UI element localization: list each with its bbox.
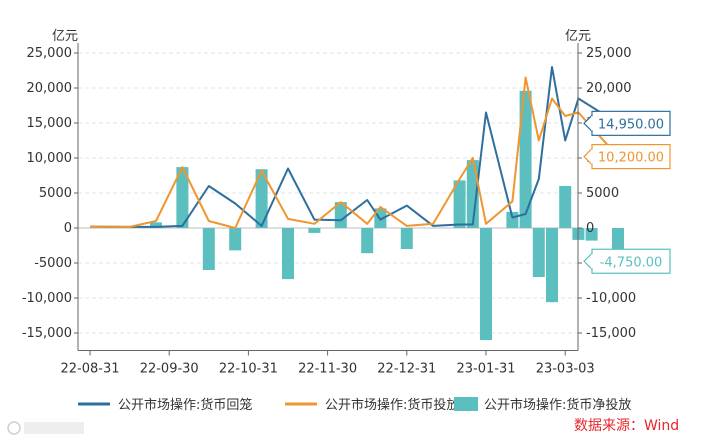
callout-box: [591, 144, 671, 170]
x-tick-label: 23-03-03: [536, 362, 595, 377]
x-tick-label: 22-10-31: [219, 362, 278, 377]
legend-item-injection[interactable]: 公开市场操作:货币投放: [285, 397, 459, 413]
legend-item-net[interactable]: 公开市场操作:货币净投放: [454, 397, 631, 413]
watermark-logo: [7, 421, 84, 435]
net-injection-bar: [361, 228, 374, 254]
callout-joint: [591, 149, 594, 164]
y-tick-label-left: 20,000: [27, 81, 73, 96]
net-injection-bar: [308, 228, 321, 233]
callout-joint: [591, 254, 594, 269]
y-tick-label-right: 20,000: [586, 81, 632, 96]
callout-value-label: 14,950.00: [598, 117, 664, 132]
y-tick-label-left: -5000: [34, 256, 72, 271]
callout-joint: [591, 116, 594, 131]
left-unit-label: 亿元: [52, 29, 78, 44]
y-tick-label-right: -15,000: [586, 326, 636, 341]
y-tick-label-left: -10,000: [22, 291, 72, 306]
y-tick-label-right: 0: [586, 221, 594, 236]
injection-series-line: [89, 76, 619, 229]
x-tick-label: 22-11-30: [298, 362, 357, 377]
callout-value-label: -4,750.00: [600, 255, 663, 270]
legend-label-injection: 公开市场操作:货币投放: [325, 397, 459, 413]
net-injection-bar: [255, 169, 268, 228]
y-tick-label-left: 10,000: [27, 151, 73, 166]
callout-box: [591, 248, 671, 274]
y-tick-label-left: -15,000: [22, 326, 72, 341]
net-injection-bar: [585, 228, 598, 241]
x-tick-label: 22-08-31: [60, 362, 119, 377]
net-injection-bar: [176, 167, 189, 228]
net-injection-bar: [480, 228, 492, 340]
source-note: 数据来源：Wind: [574, 418, 679, 434]
y-tick-label-right: 25,000: [586, 46, 632, 61]
y-tick-label-left: 0: [64, 221, 72, 236]
callout-box: [591, 110, 671, 136]
bar-series-layer: [150, 90, 624, 340]
right-unit-label: 亿元: [565, 29, 591, 44]
y-tick-label-right: 5000: [586, 186, 619, 201]
net-injection-bar: [453, 180, 466, 228]
legend: 公开市场操作:货币回笼 公开市场操作:货币投放 公开市场操作:货币净投放: [78, 397, 631, 413]
net-injection-bar: [532, 228, 545, 277]
grid-lines: [78, 52, 578, 334]
net-injection-bar: [334, 202, 347, 228]
net-injection-bar: [282, 228, 294, 280]
y-tick-label-left: 25,000: [27, 46, 73, 61]
last-value-callouts: 14,950.00 10,200.00 -4,750.00: [583, 110, 671, 274]
x-tick-label: 23-01-31: [456, 362, 515, 377]
net-injection-bar: [150, 222, 162, 228]
axes: 25,000 20,000 15,000 10,000 5000 0 -5000 -10,00…: [22, 43, 636, 377]
legend-item-recall[interactable]: 公开市场操作:货币回笼: [78, 397, 252, 413]
x-tick-label: 22-12-31: [377, 362, 436, 377]
net-injection-bar: [546, 228, 558, 303]
net-injection-bar: [559, 186, 572, 228]
recall-series-line: [89, 66, 619, 228]
legend-label-recall: 公开市场操作:货币回笼: [118, 397, 252, 413]
y-tick-label-right: -10,000: [586, 291, 636, 306]
line-series-layer: [89, 66, 619, 229]
legend-swatch-net: [454, 397, 478, 411]
net-injection-bar: [202, 228, 215, 270]
net-injection-bar: [519, 90, 532, 228]
callout-value-label: 10,200.00: [598, 151, 664, 166]
y-tick-label-left: 15,000: [27, 116, 73, 131]
net-injection-bar: [400, 228, 413, 249]
x-tick-label: 22-09-30: [140, 362, 199, 377]
net-injection-bar: [229, 228, 242, 251]
legend-label-net: 公开市场操作:货币净投放: [484, 397, 631, 413]
y-tick-label-left: 5000: [39, 186, 72, 201]
